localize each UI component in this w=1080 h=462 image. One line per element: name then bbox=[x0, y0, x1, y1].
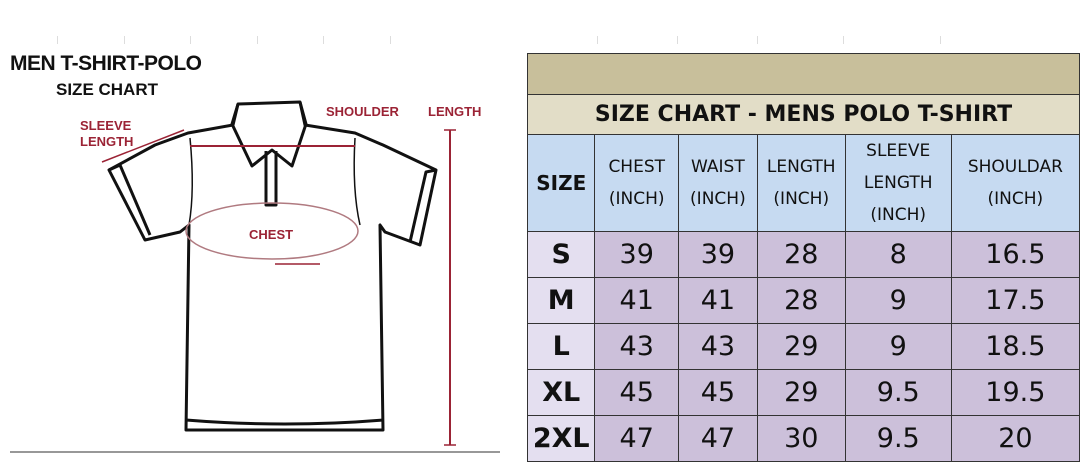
title-row: SIZE CHART - MENS POLO T-SHIRT bbox=[527, 94, 1080, 135]
size-cell: 2XL bbox=[526, 415, 596, 462]
table-row: XL 45 45 29 9.5 19.5 bbox=[526, 369, 1080, 416]
size-cell: XL bbox=[526, 369, 596, 416]
value-cell: 30 bbox=[756, 415, 846, 462]
column-header: SHOULDAR (INCH) bbox=[950, 134, 1080, 232]
table-row: M 41 41 28 9 17.5 bbox=[526, 277, 1080, 324]
value-cell: 39 bbox=[594, 231, 679, 278]
header-line: LENGTH bbox=[863, 173, 933, 193]
value-cell: 43 bbox=[594, 323, 679, 370]
header-line: (INCH) bbox=[987, 189, 1044, 209]
value-cell: 16.5 bbox=[950, 231, 1080, 278]
value-cell: 47 bbox=[594, 415, 679, 462]
shoulder-label: SHOULDER bbox=[326, 104, 399, 119]
value-cell: 41 bbox=[594, 277, 679, 324]
value-cell: 47 bbox=[678, 415, 758, 462]
size-chart-table: SIZE CHART - MENS POLO T-SHIRT SIZE CHEST… bbox=[526, 53, 1080, 462]
value-cell: 18.5 bbox=[950, 323, 1080, 370]
value-cell: 39 bbox=[678, 231, 758, 278]
sleeve-label: SLEEVE bbox=[80, 118, 132, 133]
header-line: SLEEVE bbox=[866, 141, 931, 161]
table-row: L 43 43 29 9 18.5 bbox=[526, 323, 1080, 370]
polo-shirt-illustration bbox=[10, 100, 500, 453]
value-cell: 17.5 bbox=[950, 277, 1080, 324]
diagram-title: MEN T-SHIRT-POLO bbox=[10, 52, 202, 75]
column-header: SIZE bbox=[526, 134, 596, 232]
size-cell: S bbox=[526, 231, 596, 278]
column-header: LENGTH (INCH) bbox=[756, 134, 846, 232]
table-row: S 39 39 28 8 16.5 bbox=[526, 231, 1080, 278]
column-header: SLEEVE LENGTH (INCH) bbox=[844, 134, 952, 232]
size-cell: L bbox=[526, 323, 596, 370]
value-cell: 29 bbox=[756, 369, 846, 416]
value-cell: 9 bbox=[844, 323, 952, 370]
table-row: 2XL 47 47 30 9.5 20 bbox=[526, 415, 1080, 462]
header-line: LENGTH bbox=[766, 157, 836, 177]
table-title: SIZE CHART - MENS POLO T-SHIRT bbox=[527, 94, 1080, 135]
length-label: LENGTH bbox=[428, 104, 482, 119]
value-cell: 29 bbox=[756, 323, 846, 370]
top-band bbox=[527, 53, 1080, 95]
header-line: CHEST bbox=[608, 157, 666, 177]
ruler-ticks bbox=[0, 36, 1080, 44]
header-line: (INCH) bbox=[870, 205, 927, 225]
value-cell: 41 bbox=[678, 277, 758, 324]
column-header: WAIST (INCH) bbox=[678, 134, 758, 232]
header-line: SIZE bbox=[536, 171, 587, 195]
header-line: (INCH) bbox=[608, 189, 665, 209]
value-cell: 9.5 bbox=[844, 369, 952, 416]
value-cell: 28 bbox=[756, 231, 846, 278]
value-cell: 20 bbox=[950, 415, 1080, 462]
column-header: CHEST (INCH) bbox=[594, 134, 679, 232]
size-cell: M bbox=[526, 277, 596, 324]
value-cell: 8 bbox=[844, 231, 952, 278]
value-cell: 28 bbox=[756, 277, 846, 324]
value-cell: 19.5 bbox=[950, 369, 1080, 416]
header-row: SIZE CHEST (INCH) WAIST (INCH) LENGTH (INCH) SL… bbox=[526, 134, 1080, 232]
chest-label: CHEST bbox=[249, 227, 294, 242]
value-cell: 9 bbox=[844, 277, 952, 324]
diagram-subtitle: SIZE CHART bbox=[56, 80, 158, 99]
value-cell: 43 bbox=[678, 323, 758, 370]
header-line: SHOULDAR bbox=[967, 157, 1063, 177]
header-line: WAIST bbox=[691, 157, 745, 177]
shirt-diagram: MEN T-SHIRT-POLO SIZE CHART SLEEVE LENGT… bbox=[0, 0, 500, 455]
header-line: (INCH) bbox=[773, 189, 830, 209]
value-cell: 9.5 bbox=[844, 415, 952, 462]
sleeve-length-label: LENGTH bbox=[80, 134, 134, 149]
value-cell: 45 bbox=[678, 369, 758, 416]
value-cell: 45 bbox=[594, 369, 679, 416]
header-line: (INCH) bbox=[690, 189, 746, 209]
